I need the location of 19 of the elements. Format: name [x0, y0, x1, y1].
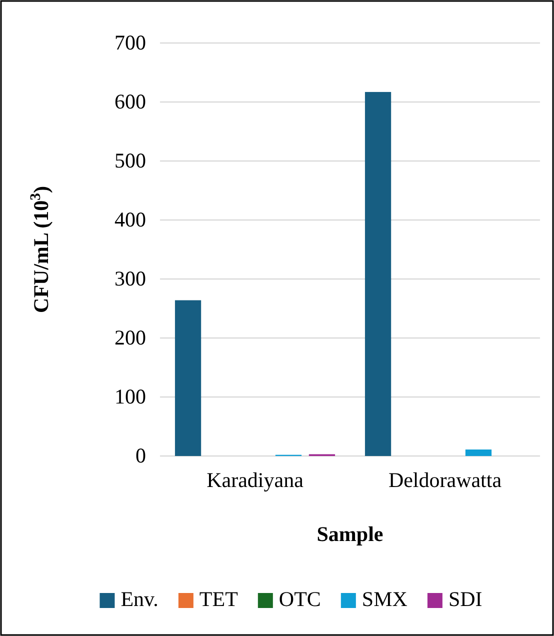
y-tick-label: 700 [114, 30, 146, 55]
y-tick-label: 300 [114, 266, 146, 291]
legend-label: TET [199, 587, 238, 611]
legend-label: SDI [448, 587, 482, 611]
y-tick-label: 200 [114, 326, 146, 350]
x-axis-title: Sample [316, 522, 384, 546]
legend-label: Env. [120, 587, 158, 611]
legend-label: SMX [362, 587, 408, 611]
x-tick-label: Deldorawatta [388, 468, 502, 492]
x-tick-label: Karadiyana [206, 468, 304, 492]
y-tick-label: 500 [114, 148, 146, 173]
y-tick-label: 0 [136, 444, 146, 468]
bar [174, 300, 202, 456]
legend-label: OTC [278, 587, 321, 611]
y-tick-label: 100 [114, 384, 146, 409]
bar [465, 450, 492, 456]
y-tick-label: 400 [114, 208, 146, 232]
y-tick-label: 600 [114, 90, 146, 114]
bar [364, 92, 392, 456]
